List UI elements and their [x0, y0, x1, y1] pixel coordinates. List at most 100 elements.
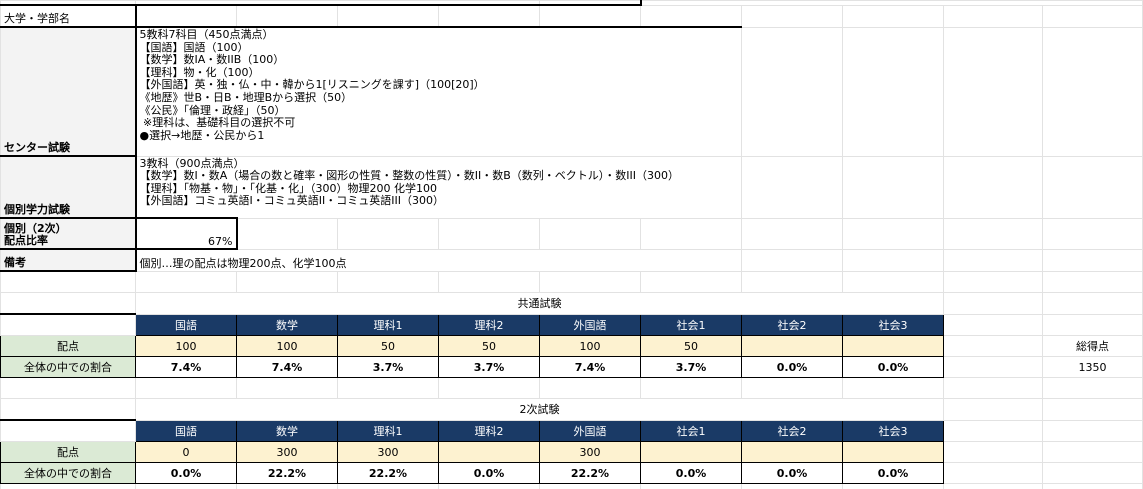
individual-exam-text[interactable]: 3教科（900点満点） 【数学】数I・数A（場合の数と確率・図形の性質・整数の性…: [134, 155, 742, 219]
empty-cell[interactable]: [539, 270, 641, 293]
common-exam-share-cell[interactable]: 3.7%: [640, 356, 742, 378]
empty-cell[interactable]: [741, 248, 843, 272]
empty-cell[interactable]: [337, 377, 439, 399]
empty-cell[interactable]: [236, 4, 338, 28]
common-exam-points-cell[interactable]: [842, 335, 944, 357]
common-exam-share-cell[interactable]: 7.4%: [539, 356, 641, 378]
common-exam-share-cell[interactable]: 0.0%: [842, 356, 944, 378]
empty-cell[interactable]: [741, 155, 843, 219]
empty-cell[interactable]: [1042, 483, 1143, 489]
empty-cell[interactable]: [1042, 419, 1143, 442]
empty-cell[interactable]: [640, 270, 742, 293]
empty-cell[interactable]: [943, 270, 1043, 293]
empty-cell[interactable]: [438, 483, 540, 489]
second-exam-points-cell[interactable]: 0: [135, 441, 237, 463]
common-exam-points-cell[interactable]: 100: [539, 335, 641, 357]
common-exam-points-cell[interactable]: [741, 335, 843, 357]
empty-cell[interactable]: [943, 248, 1043, 272]
second-exam-points-cell[interactable]: 300: [337, 441, 439, 463]
common-exam-share-cell[interactable]: 3.7%: [337, 356, 439, 378]
common-exam-share-cell[interactable]: 3.7%: [438, 356, 540, 378]
common-exam-share-cell[interactable]: 7.4%: [135, 356, 237, 378]
empty-cell[interactable]: [943, 217, 1043, 250]
empty-cell[interactable]: [842, 270, 944, 293]
empty-cell[interactable]: [943, 335, 1043, 357]
empty-cell[interactable]: [943, 441, 1043, 463]
empty-cell[interactable]: [1042, 217, 1143, 250]
empty-cell[interactable]: [741, 217, 843, 250]
empty-cell[interactable]: [640, 217, 742, 250]
empty-cell[interactable]: [943, 377, 1043, 399]
empty-cell[interactable]: [943, 4, 1043, 28]
empty-cell[interactable]: [1042, 462, 1143, 484]
empty-cell[interactable]: [842, 4, 944, 28]
empty-cell[interactable]: [943, 398, 1043, 421]
second-exam-share-cell[interactable]: 22.2%: [236, 462, 338, 484]
second-exam-points-cell[interactable]: 300: [539, 441, 641, 463]
empty-cell[interactable]: [741, 377, 843, 399]
second-exam-points-cell[interactable]: [842, 441, 944, 463]
empty-cell[interactable]: [741, 26, 843, 157]
empty-cell[interactable]: [135, 270, 237, 293]
empty-cell[interactable]: [0, 377, 136, 399]
second-exam-share-cell[interactable]: 22.2%: [337, 462, 439, 484]
second-exam-points-cell[interactable]: 300: [236, 441, 338, 463]
second-exam-points-cell[interactable]: [741, 441, 843, 463]
empty-cell[interactable]: [943, 26, 1043, 157]
common-exam-points-cell[interactable]: 100: [135, 335, 237, 357]
empty-cell[interactable]: [1042, 26, 1143, 157]
empty-cell[interactable]: [1042, 313, 1143, 336]
second-exam-share-cell[interactable]: 22.2%: [539, 462, 641, 484]
empty-cell[interactable]: [640, 4, 742, 28]
center-exam-text[interactable]: 5教科7科目（450点満点） 【国語】国語（100） 【数学】数IA・数IIB（…: [134, 26, 742, 157]
empty-cell[interactable]: [842, 155, 944, 219]
empty-cell[interactable]: [943, 155, 1043, 219]
common-exam-share-cell[interactable]: 7.4%: [236, 356, 338, 378]
ratio-value[interactable]: 67%: [134, 217, 238, 250]
empty-cell[interactable]: [236, 483, 338, 489]
second-exam-share-cell[interactable]: 0.0%: [135, 462, 237, 484]
empty-cell[interactable]: [943, 292, 1043, 315]
empty-cell[interactable]: [539, 4, 641, 28]
total-value[interactable]: 1350: [1042, 356, 1143, 378]
common-exam-points-cell[interactable]: 50: [438, 335, 540, 357]
empty-cell[interactable]: [337, 483, 439, 489]
empty-cell[interactable]: [0, 398, 136, 421]
second-exam-share-cell[interactable]: 0.0%: [438, 462, 540, 484]
empty-cell[interactable]: [943, 419, 1043, 442]
empty-cell[interactable]: [741, 270, 843, 293]
empty-cell[interactable]: [135, 483, 237, 489]
empty-cell[interactable]: [1042, 4, 1143, 28]
empty-cell[interactable]: [0, 483, 136, 489]
empty-cell[interactable]: [438, 4, 540, 28]
empty-cell[interactable]: [539, 217, 641, 250]
second-exam-share-cell[interactable]: 0.0%: [640, 462, 742, 484]
empty-cell[interactable]: [842, 377, 944, 399]
common-exam-points-cell[interactable]: 100: [236, 335, 338, 357]
second-exam-share-cell[interactable]: 0.0%: [842, 462, 944, 484]
empty-cell[interactable]: [640, 483, 742, 489]
empty-cell[interactable]: [842, 248, 944, 272]
empty-cell[interactable]: [842, 26, 944, 157]
empty-cell[interactable]: [1042, 398, 1143, 421]
empty-cell[interactable]: [236, 270, 338, 293]
empty-cell[interactable]: [337, 217, 439, 250]
empty-cell[interactable]: [438, 270, 540, 293]
empty-cell[interactable]: [842, 483, 944, 489]
common-exam-points-cell[interactable]: 50: [640, 335, 742, 357]
empty-cell[interactable]: [1042, 155, 1143, 219]
empty-cell[interactable]: [236, 217, 338, 250]
empty-cell[interactable]: [1042, 270, 1143, 293]
empty-cell[interactable]: [741, 483, 843, 489]
university-value[interactable]: [134, 4, 237, 28]
empty-cell[interactable]: [1042, 248, 1143, 272]
empty-cell[interactable]: [539, 0, 642, 6]
empty-cell[interactable]: [0, 270, 136, 293]
empty-cell[interactable]: [438, 377, 540, 399]
common-exam-share-cell[interactable]: 0.0%: [741, 356, 843, 378]
empty-cell[interactable]: [236, 377, 338, 399]
common-exam-points-cell[interactable]: 50: [337, 335, 439, 357]
second-exam-points-cell[interactable]: [438, 441, 540, 463]
empty-cell[interactable]: [842, 217, 944, 250]
empty-cell[interactable]: [1042, 377, 1143, 399]
